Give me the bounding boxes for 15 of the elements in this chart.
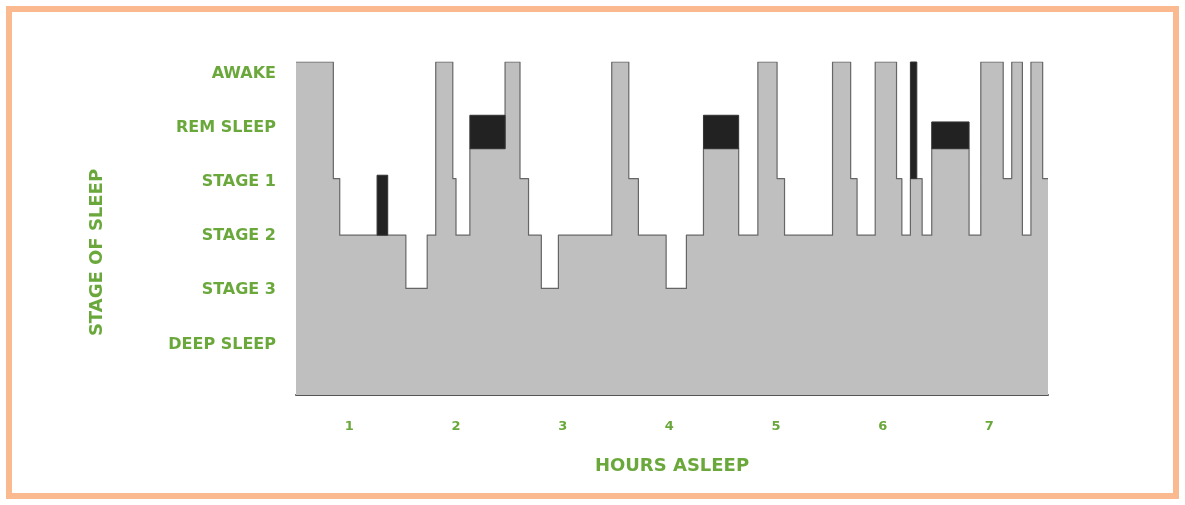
category-label: DEEP SLEEP [168,333,276,353]
x-tick-label: 5 [771,418,781,433]
category-label: STAGE 2 [201,225,276,245]
x-tick-label: 1 [344,418,354,433]
x-axis-title: HOURS ASLEEP [594,453,750,475]
category-label: AWAKE [211,62,276,82]
category-label: STAGE 1 [201,170,276,190]
text: STAGE OF SLEEP [84,168,106,337]
x-tick-label: 2 [451,418,461,433]
x-tick-label: 6 [878,418,888,433]
x-tick-label: 3 [558,418,568,433]
x-tick-label: 4 [664,418,674,433]
category-label: STAGE 3 [201,279,276,299]
x-tick-label: 7 [984,418,994,433]
category-label: REM SLEEP [175,116,276,136]
